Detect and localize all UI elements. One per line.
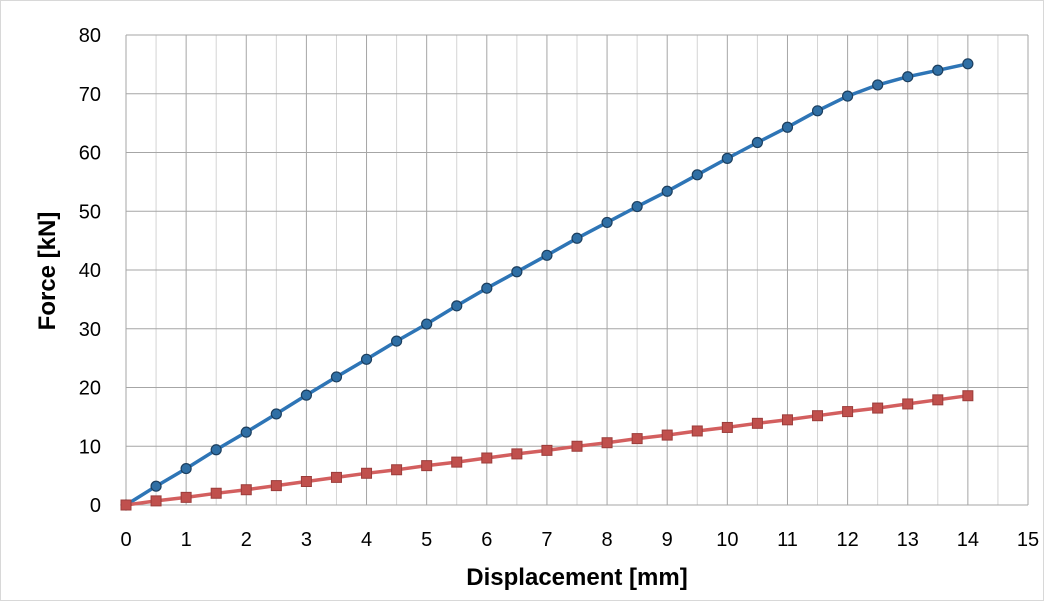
series-1-point — [932, 64, 944, 76]
x-tick-label: 1 — [181, 529, 192, 551]
y-tick-label: 30 — [79, 319, 101, 341]
series-2-point — [571, 440, 583, 452]
y-tick-label: 60 — [79, 143, 101, 165]
series-1-point — [481, 282, 493, 294]
series-1-point — [601, 216, 613, 229]
x-tick-label: 3 — [301, 529, 312, 551]
series-2-point — [962, 390, 974, 402]
x-tick-label: 5 — [421, 529, 432, 551]
series-2-point — [691, 425, 703, 437]
series-1-point — [150, 480, 162, 492]
series-2-point — [481, 452, 493, 464]
series-1-point — [721, 152, 733, 164]
series-1-point — [661, 185, 673, 197]
series-2-point — [330, 471, 342, 483]
series-1-point — [180, 462, 192, 475]
x-tick-label: 7 — [541, 529, 552, 551]
series-1-point — [451, 300, 463, 312]
x-tick-label: 15 — [1017, 529, 1039, 551]
y-tick-label: 20 — [79, 378, 101, 400]
series-1-point — [811, 105, 824, 117]
grid — [125, 34, 1029, 506]
series-2-point — [150, 495, 162, 507]
series-1-point — [541, 249, 553, 261]
x-tick-label: 9 — [662, 529, 673, 551]
series-2-point — [391, 464, 403, 476]
series-2-point — [120, 499, 132, 511]
y-tick-label: 40 — [79, 260, 101, 282]
x-axis-title: Displacement [mm] — [466, 564, 687, 591]
series-1-point — [631, 200, 643, 213]
y-tick-label: 0 — [90, 495, 101, 517]
x-tick-label: 11 — [777, 529, 798, 551]
x-tick-label: 13 — [897, 529, 919, 551]
series-1-point — [330, 371, 343, 383]
series-2-point — [361, 467, 373, 479]
y-tick-label: 70 — [79, 84, 101, 106]
series-1-point — [270, 408, 282, 420]
series-2-point — [721, 421, 733, 433]
series-2-point — [661, 429, 673, 441]
series-2-point — [872, 402, 884, 414]
y-tick-labels: 0 10 20 30 40 50 60 70 80 — [79, 25, 101, 517]
series-2-point — [631, 433, 643, 445]
x-tick-label: 10 — [716, 529, 738, 551]
series-2-point — [240, 484, 252, 496]
series-1-point — [300, 389, 312, 401]
y-tick-label: 10 — [79, 436, 101, 458]
y-axis-title: Force [kN] — [34, 212, 61, 331]
y-tick-label: 80 — [79, 25, 101, 47]
series-2-point — [902, 398, 914, 410]
series-2-point — [180, 491, 192, 503]
x-tick-label: 6 — [481, 529, 492, 551]
series-2-point — [541, 444, 553, 456]
x-tick-labels: 0 1 2 3 4 5 6 7 8 9 10 11 12 13 14 15 — [120, 529, 1039, 551]
series-1-point — [511, 266, 523, 278]
x-tick-label: 4 — [361, 529, 372, 551]
series-2-point — [601, 437, 613, 449]
series-2-point — [421, 460, 433, 472]
series-1-point — [962, 58, 974, 70]
series-1-point — [421, 318, 433, 330]
series-1-point — [751, 136, 764, 149]
series-1-point — [391, 335, 403, 347]
series-1-point — [360, 353, 373, 365]
x-tick-label: 14 — [957, 529, 979, 551]
series-2-point — [751, 417, 763, 429]
series-1-point — [210, 444, 222, 456]
series-1-point — [691, 169, 703, 181]
x-tick-label: 2 — [241, 529, 252, 551]
y-tick-label: 50 — [79, 201, 101, 223]
series-1-point — [872, 79, 884, 91]
series-1-point — [240, 426, 252, 438]
series-group — [120, 58, 974, 511]
series-2-point — [781, 414, 793, 426]
series-2-point — [270, 480, 282, 492]
series-1-point — [571, 232, 583, 244]
series-2-point — [511, 448, 523, 460]
series-2-point — [932, 394, 944, 406]
series-2-point — [812, 410, 824, 422]
x-tick-label: 12 — [836, 529, 858, 551]
series-1-point — [902, 71, 914, 83]
series-2-point — [451, 456, 463, 468]
series-2-point — [210, 487, 222, 499]
series-2-point — [300, 476, 312, 487]
series-1-point — [781, 121, 794, 133]
x-tick-label: 8 — [602, 529, 613, 551]
series-2-point — [842, 406, 854, 418]
series-1-point — [841, 90, 854, 102]
x-tick-label: 0 — [120, 529, 131, 551]
